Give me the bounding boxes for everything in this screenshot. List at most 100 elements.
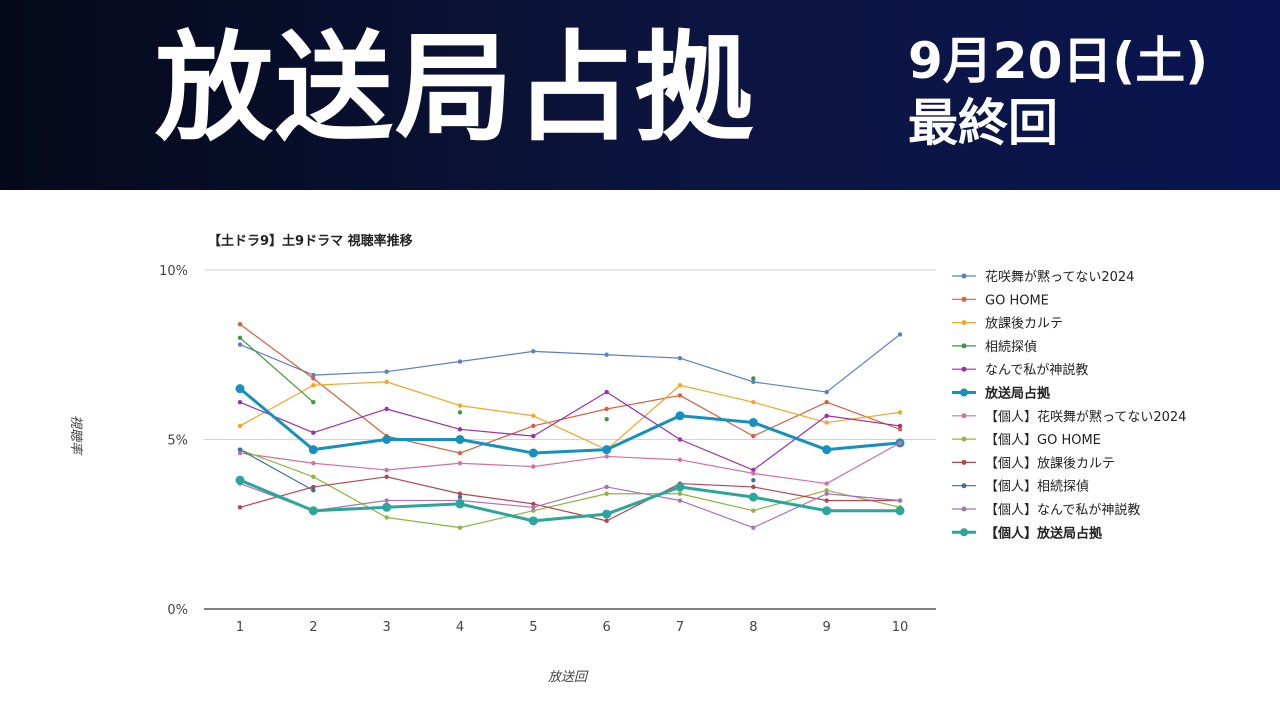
series-line-segment xyxy=(679,482,754,488)
data-point xyxy=(824,491,829,496)
x-tick-label: 7 xyxy=(676,620,684,635)
series-line-segment xyxy=(459,510,534,529)
data-point xyxy=(531,433,536,439)
data-point xyxy=(237,447,243,452)
data-point xyxy=(237,342,243,347)
data-point xyxy=(457,403,463,408)
series-line-segment xyxy=(312,476,388,488)
data-point xyxy=(897,332,903,337)
series-line-segment xyxy=(459,405,534,417)
data-point xyxy=(308,445,318,455)
x-tick-label: 1 xyxy=(236,620,244,635)
series-line-segment xyxy=(679,438,754,471)
data-point xyxy=(528,448,538,458)
series-line-segment xyxy=(752,486,828,502)
series-line-segment xyxy=(459,462,534,468)
legend-swatch-marker xyxy=(961,413,967,419)
data-point xyxy=(751,484,756,490)
series-line-segment xyxy=(386,476,461,495)
series-line-segment xyxy=(532,455,608,468)
data-point xyxy=(531,508,536,513)
data-point xyxy=(311,484,316,490)
data-point xyxy=(751,477,756,483)
data-point xyxy=(531,349,536,354)
series-line-segment xyxy=(459,499,534,508)
data-point xyxy=(751,525,756,530)
legend-label: GO HOME xyxy=(985,293,1049,308)
series-line-segment xyxy=(605,485,682,516)
data-point xyxy=(384,498,389,503)
data-point xyxy=(457,461,463,466)
series-line-segment xyxy=(386,360,461,373)
series-line-segment xyxy=(312,377,388,437)
y-tick-label: 5% xyxy=(167,434,188,449)
data-point xyxy=(897,410,903,415)
data-point xyxy=(824,420,829,425)
data-point xyxy=(604,454,609,459)
legend-swatch-marker xyxy=(961,483,967,489)
data-point xyxy=(237,423,243,429)
series-line-segment xyxy=(826,493,901,502)
x-tick-label: 6 xyxy=(603,620,611,635)
data-point xyxy=(824,400,829,405)
series-line-segment xyxy=(752,381,828,393)
series-line-segment xyxy=(459,350,534,363)
x-tick-label: 8 xyxy=(749,620,757,635)
data-point xyxy=(457,450,463,456)
series-line-segment xyxy=(532,486,608,508)
x-tick-label: 10 xyxy=(892,620,909,635)
series-line-segment xyxy=(239,337,314,403)
legend-swatch-marker xyxy=(961,366,967,372)
series-line-segment xyxy=(606,482,681,522)
legend-label: 花咲舞が黙ってない2024 xyxy=(985,269,1134,285)
data-point xyxy=(235,475,245,485)
data-point xyxy=(824,389,829,395)
data-point xyxy=(604,416,609,422)
series-line-segment xyxy=(679,459,754,474)
data-point xyxy=(604,352,609,357)
series-line-segment xyxy=(239,452,314,464)
series-line-segment xyxy=(532,350,608,356)
data-point xyxy=(311,474,316,479)
legend-label: 相続探偵 xyxy=(985,340,1037,355)
data-point xyxy=(897,498,903,503)
data-point xyxy=(382,435,392,444)
series-line-segment xyxy=(678,485,755,499)
data-point xyxy=(237,505,243,510)
series-line-segment xyxy=(239,323,314,380)
data-point xyxy=(748,492,758,502)
series-line-segment xyxy=(531,512,609,523)
legend-swatch-marker xyxy=(961,506,967,512)
data-point xyxy=(531,413,536,418)
x-tick-label: 4 xyxy=(456,620,464,635)
series-line-segment xyxy=(459,425,534,454)
data-point xyxy=(751,400,756,405)
series-line-segment xyxy=(386,516,461,529)
data-point xyxy=(457,410,463,415)
series-line-segment xyxy=(532,391,608,437)
legend-swatch-marker xyxy=(961,320,967,326)
series-line-segment xyxy=(826,415,901,427)
data-point xyxy=(824,481,829,486)
chart-title: 【土ドラ9】土9ドラマ 視聴率推移 xyxy=(208,234,413,249)
legend-label: 【個人】放課後カルテ xyxy=(985,455,1115,471)
data-point xyxy=(311,461,316,466)
data-point xyxy=(675,411,685,421)
data-point xyxy=(531,505,536,510)
y-tick-label: 10% xyxy=(159,264,188,279)
series-line-segment xyxy=(826,442,901,485)
data-point xyxy=(824,413,829,418)
legend-label: 【個人】GO HOME xyxy=(985,433,1101,448)
data-point xyxy=(677,437,683,442)
data-point xyxy=(237,335,243,340)
data-point xyxy=(235,384,245,394)
data-point xyxy=(237,400,243,405)
data-point xyxy=(822,445,832,455)
series-line-segment xyxy=(239,449,314,491)
data-point xyxy=(677,383,683,388)
series-line-segment xyxy=(385,502,462,509)
series-line-segment xyxy=(606,394,681,410)
legend-label: 【個人】放送局占拠 xyxy=(985,525,1103,541)
series-line-segment xyxy=(752,415,828,471)
